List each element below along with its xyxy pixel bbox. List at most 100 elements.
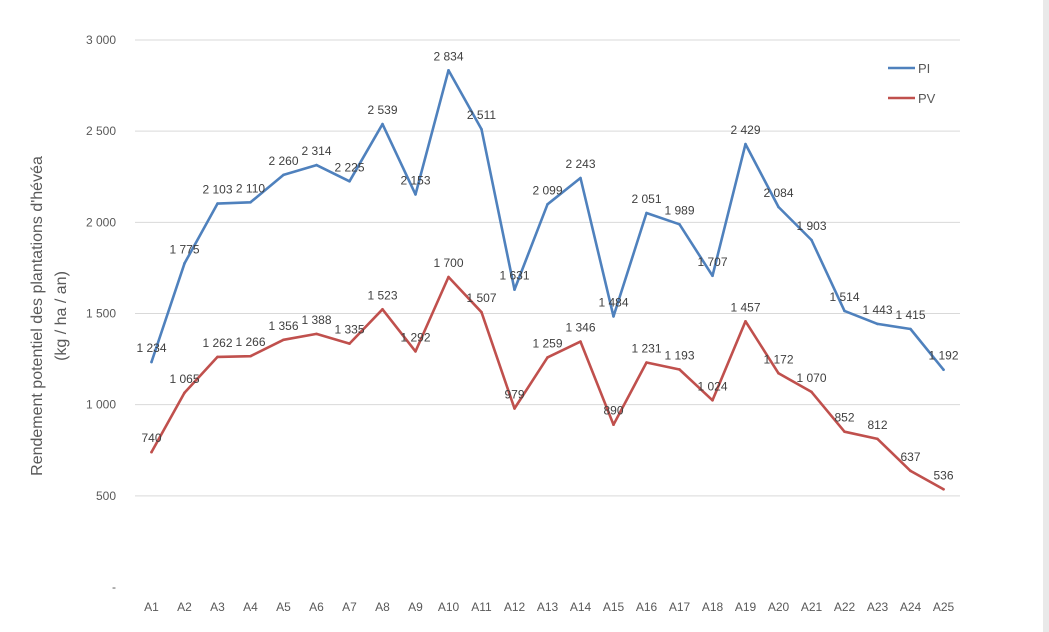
x-tick-label: A3 [210,600,225,614]
data-point-pi [645,211,648,215]
data-label-pv: 1 262 [202,336,232,350]
data-point-pi [282,173,285,177]
legend: PI PV [888,61,936,106]
data-label-pv: 1 335 [334,323,364,337]
y-tick-label: 2 500 [86,124,116,138]
y-axis-label-line1: Rendement potentiel des plantations d'hé… [29,156,46,476]
x-tick-label: A17 [669,600,691,614]
data-label-pi: 1 234 [136,341,166,355]
data-point-pv [612,423,615,427]
x-tick-label: A9 [408,600,423,614]
data-label-pv: 1 266 [235,335,265,349]
x-tick-label: A8 [375,600,390,614]
data-point-pi [216,202,219,205]
data-point-pi [381,122,384,126]
x-tick-label: A10 [438,600,460,614]
data-point-pv [678,368,681,371]
data-label-pi: 1 989 [664,203,694,217]
data-label-pi: 2 084 [763,186,793,200]
data-point-pv [315,332,318,336]
x-tick-label: A14 [570,600,592,614]
data-label-pi: 1 192 [928,349,958,363]
data-point-pv [876,437,879,441]
x-tick-label: A24 [900,600,922,614]
data-label-pv: 1 231 [631,342,661,356]
data-point-pi [183,262,186,265]
y-tick-label: 2 000 [86,215,116,229]
data-label-pv: 1 507 [466,291,496,305]
data-label-pi: 1 903 [796,219,826,233]
data-point-pi [777,205,780,209]
x-tick-label: A4 [243,600,258,614]
data-point-pi [909,327,912,331]
x-tick-label: A1 [144,600,159,614]
data-label-pi: 1 415 [895,308,925,322]
y-axis-label: Rendement potentiel des plantations d'hé… [29,156,70,476]
x-tick-label: A23 [867,600,889,614]
data-point-pv [150,450,153,454]
x-tick-label: A6 [309,600,324,614]
x-tick-label: A19 [735,600,757,614]
data-label-pv: 1 388 [301,313,331,327]
data-point-pv [183,391,186,395]
data-point-pv [942,487,945,491]
data-point-pv [579,340,582,343]
x-tick-label: A13 [537,600,559,614]
data-point-pi [711,274,714,278]
data-point-pi [249,200,252,204]
data-label-pv: 812 [867,418,887,432]
data-point-pv [711,398,714,402]
gridlines [135,39,960,497]
data-label-pv: 1 259 [532,336,562,350]
data-point-pv [645,361,648,364]
data-point-pv [810,390,813,394]
data-point-pi [546,202,549,206]
data-point-pi [513,288,516,291]
legend-label-pi: PI [918,61,930,76]
data-label-pi: 2 511 [467,108,496,122]
y-tick-label: 3 000 [86,33,116,47]
y-axis-label-line2: (kg / ha / an) [53,271,70,361]
y-tick-label: 1 000 [86,398,116,412]
x-tick-label: A5 [276,600,291,614]
y-axis-ticks: - 500 1 000 1 500 2 000 2 500 3 000 [86,33,116,594]
data-label-pi: 2 103 [202,183,232,197]
data-point-pi [810,238,813,242]
data-label-pi: 2 225 [334,160,364,174]
data-point-pv [546,356,549,359]
data-label-pi: 2 260 [268,154,298,168]
data-point-pv [414,350,417,353]
data-label-pv: 979 [504,387,524,401]
x-tick-label: A21 [801,600,823,614]
y-tick-label: 500 [96,489,116,503]
data-point-pi [612,315,615,318]
data-label-pi: 2 153 [400,173,430,187]
data-point-pv [513,407,516,410]
x-tick-label: A12 [504,600,526,614]
data-label-pv: 637 [900,450,920,464]
data-point-pv [249,354,252,358]
data-point-pi [744,142,747,146]
data-point-pi [414,193,417,196]
data-label-pv: 1 172 [763,352,793,366]
data-label-pi: 1 631 [499,269,529,283]
x-tick-label: A20 [768,600,790,614]
data-point-pi [678,223,681,226]
data-label-pi: 2 099 [532,183,562,197]
x-tick-label: A11 [471,600,492,614]
data-point-pi [480,127,483,131]
data-label-pv: 1 700 [433,256,463,270]
data-point-pv [282,338,285,342]
data-point-pi [843,309,846,313]
data-point-pi [579,176,582,180]
data-label-pi: 2 314 [301,144,331,158]
data-label-pv: 1 356 [268,319,298,333]
data-label-pv: 1 346 [565,321,595,335]
series-lines [150,68,945,491]
data-label-pi: 2 110 [236,181,265,195]
data-label-pi: 1 443 [862,303,892,317]
data-point-pi [942,368,945,371]
data-point-pv [381,308,384,311]
